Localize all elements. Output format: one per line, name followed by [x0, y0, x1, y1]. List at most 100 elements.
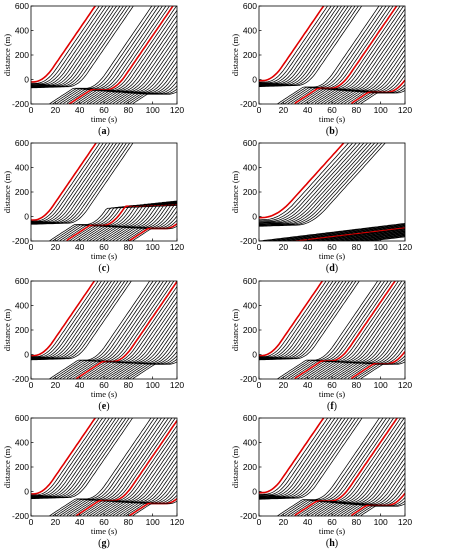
x-tick-label: 40 — [75, 517, 85, 527]
vehicle-trajectory — [31, 418, 110, 497]
vehicle-trajectory — [31, 143, 118, 224]
vehicle-trajectory — [31, 143, 104, 223]
vehicle-trajectory — [259, 418, 353, 499]
trajectories — [31, 281, 177, 379]
vehicle-trajectory — [360, 503, 405, 516]
y-tick-label: 0 — [252, 487, 257, 497]
vehicle-trajectory — [31, 143, 134, 225]
x-tick-label: 0 — [29, 242, 34, 252]
vehicle-trajectory — [259, 418, 329, 495]
vehicle-trajectory — [259, 281, 360, 361]
y-tick-label: 400 — [15, 26, 29, 36]
vehicle-trajectory — [316, 301, 405, 379]
x-tick-label: 100 — [374, 517, 388, 527]
panel-label-letter: g — [102, 538, 107, 549]
panel-label-letter: f — [330, 401, 334, 412]
x-axis-label: time (s) — [319, 389, 345, 399]
vehicle-trajectory — [343, 233, 405, 241]
y-axis-label: distance (m) — [230, 446, 240, 488]
vehicle-trajectory — [48, 6, 153, 104]
vehicle-trajectory — [259, 143, 350, 221]
vehicle-trajectory — [314, 437, 405, 516]
vehicle-trajectory — [290, 281, 392, 379]
x-tick-label: 20 — [51, 105, 61, 115]
vehicle-trajectory — [259, 418, 339, 497]
vehicle-trajectory — [333, 232, 405, 241]
vehicle-trajectory — [79, 425, 177, 516]
panel-label-letter: c — [102, 263, 107, 274]
vehicle-trajectory — [259, 418, 363, 500]
x-tick-label: 20 — [279, 517, 289, 527]
y-tick-label: -200 — [240, 511, 257, 521]
vehicle-trajectory — [31, 281, 132, 361]
x-tick-label: 120 — [398, 380, 412, 390]
x-tick-label: 60 — [99, 380, 109, 390]
panel-label: (b) — [326, 126, 338, 137]
highlighted-trajectory — [291, 227, 405, 241]
vehicle-trajectory — [62, 6, 167, 104]
vehicle-trajectory — [307, 13, 405, 104]
vehicle-trajectory — [99, 455, 177, 516]
trajectories — [259, 418, 405, 516]
y-axis-label: distance (m) — [2, 309, 12, 351]
vehicle-trajectory — [59, 6, 163, 104]
vehicle-trajectory — [348, 234, 405, 241]
vehicle-trajectory — [336, 472, 405, 516]
panel-h: 0 20 40 60 80 100 120 -200 0 200 400 600 time (s) dis… — [228, 412, 455, 549]
panel-label: (a) — [98, 126, 110, 137]
x-tick-label: 100 — [146, 380, 160, 390]
vehicle-trajectory — [82, 291, 177, 379]
trajectories — [31, 6, 177, 104]
y-axis-label: distance (m) — [230, 171, 240, 213]
panel-label-close: ) — [335, 538, 338, 549]
vehicle-trajectory — [299, 228, 405, 241]
vehicle-trajectory — [31, 418, 114, 498]
x-tick-label: 0 — [29, 105, 34, 115]
vehicle-trajectory — [259, 143, 383, 227]
vehicle-trajectory — [31, 6, 121, 87]
panel-label-close: ) — [335, 126, 338, 137]
x-tick-label: 60 — [327, 242, 337, 252]
x-tick-label: 0 — [257, 380, 262, 390]
vehicle-trajectory — [323, 452, 405, 516]
y-tick-label: 600 — [15, 138, 29, 148]
vehicle-trajectory — [95, 201, 177, 241]
y-tick-label: 200 — [243, 462, 257, 472]
highlighted-trajectory — [75, 281, 177, 379]
x-tick-label: 60 — [327, 517, 337, 527]
panel-label-close: ) — [106, 401, 109, 412]
vehicle-trajectory — [259, 223, 405, 241]
panel-label: (h) — [326, 538, 338, 549]
vehicle-trajectory — [259, 418, 336, 497]
x-tick-label: 80 — [352, 517, 362, 527]
panel-label-open: ( — [326, 126, 330, 137]
x-tick-label: 80 — [352, 105, 362, 115]
vehicle-trajectory — [340, 336, 405, 379]
trajectories — [259, 143, 405, 241]
vehicle-trajectory — [55, 418, 159, 516]
vehicle-trajectory — [31, 418, 133, 500]
x-tick-label: 20 — [51, 517, 61, 527]
vehicle-trajectory — [316, 29, 405, 104]
y-tick-label: 400 — [15, 301, 29, 311]
vehicle-trajectory — [31, 6, 111, 86]
x-tick-label: 20 — [51, 380, 61, 390]
y-tick-label: 0 — [24, 350, 29, 360]
x-tick-label: 120 — [398, 242, 412, 252]
vehicle-trajectory — [108, 331, 177, 379]
vehicle-trajectory — [259, 418, 356, 499]
panel-c: 0 20 40 60 80 100 120 -200 0 200 400 600 time (s) dis… — [0, 137, 227, 274]
vehicle-trajectory — [55, 281, 158, 379]
x-tick-label: 120 — [170, 242, 184, 252]
panel-label: (c) — [98, 263, 109, 274]
y-tick-label: 400 — [243, 438, 257, 448]
panel-label-letter: a — [102, 126, 107, 137]
vehicle-trajectory — [259, 143, 376, 226]
highlighted-trajectory — [259, 143, 345, 219]
panel-e: 0 20 40 60 80 100 120 -200 0 200 400 600 time (s) dis… — [0, 275, 227, 412]
vehicle-trajectory — [304, 228, 405, 241]
vehicle-trajectory — [31, 281, 103, 358]
